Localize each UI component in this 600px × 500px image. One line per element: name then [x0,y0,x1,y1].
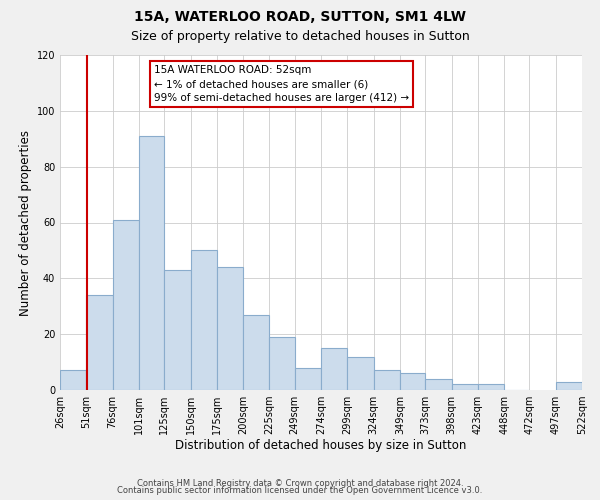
Bar [556,382,582,390]
Bar [478,384,504,390]
Bar [164,270,191,390]
Bar [347,356,374,390]
Bar [400,373,425,390]
Y-axis label: Number of detached properties: Number of detached properties [19,130,32,316]
Bar [321,348,347,390]
Bar [217,267,243,390]
Bar [374,370,400,390]
Text: Contains HM Land Registry data © Crown copyright and database right 2024.: Contains HM Land Registry data © Crown c… [137,478,463,488]
Bar [60,370,86,390]
Bar [86,295,113,390]
Bar [139,136,164,390]
Text: 15A, WATERLOO ROAD, SUTTON, SM1 4LW: 15A, WATERLOO ROAD, SUTTON, SM1 4LW [134,10,466,24]
Bar [295,368,321,390]
Bar [113,220,139,390]
Bar [191,250,217,390]
Bar [452,384,478,390]
X-axis label: Distribution of detached houses by size in Sutton: Distribution of detached houses by size … [175,438,467,452]
Text: 15A WATERLOO ROAD: 52sqm
← 1% of detached houses are smaller (6)
99% of semi-det: 15A WATERLOO ROAD: 52sqm ← 1% of detache… [154,65,409,103]
Bar [425,379,452,390]
Text: Contains public sector information licensed under the Open Government Licence v3: Contains public sector information licen… [118,486,482,495]
Bar [243,314,269,390]
Bar [269,337,295,390]
Text: Size of property relative to detached houses in Sutton: Size of property relative to detached ho… [131,30,469,43]
